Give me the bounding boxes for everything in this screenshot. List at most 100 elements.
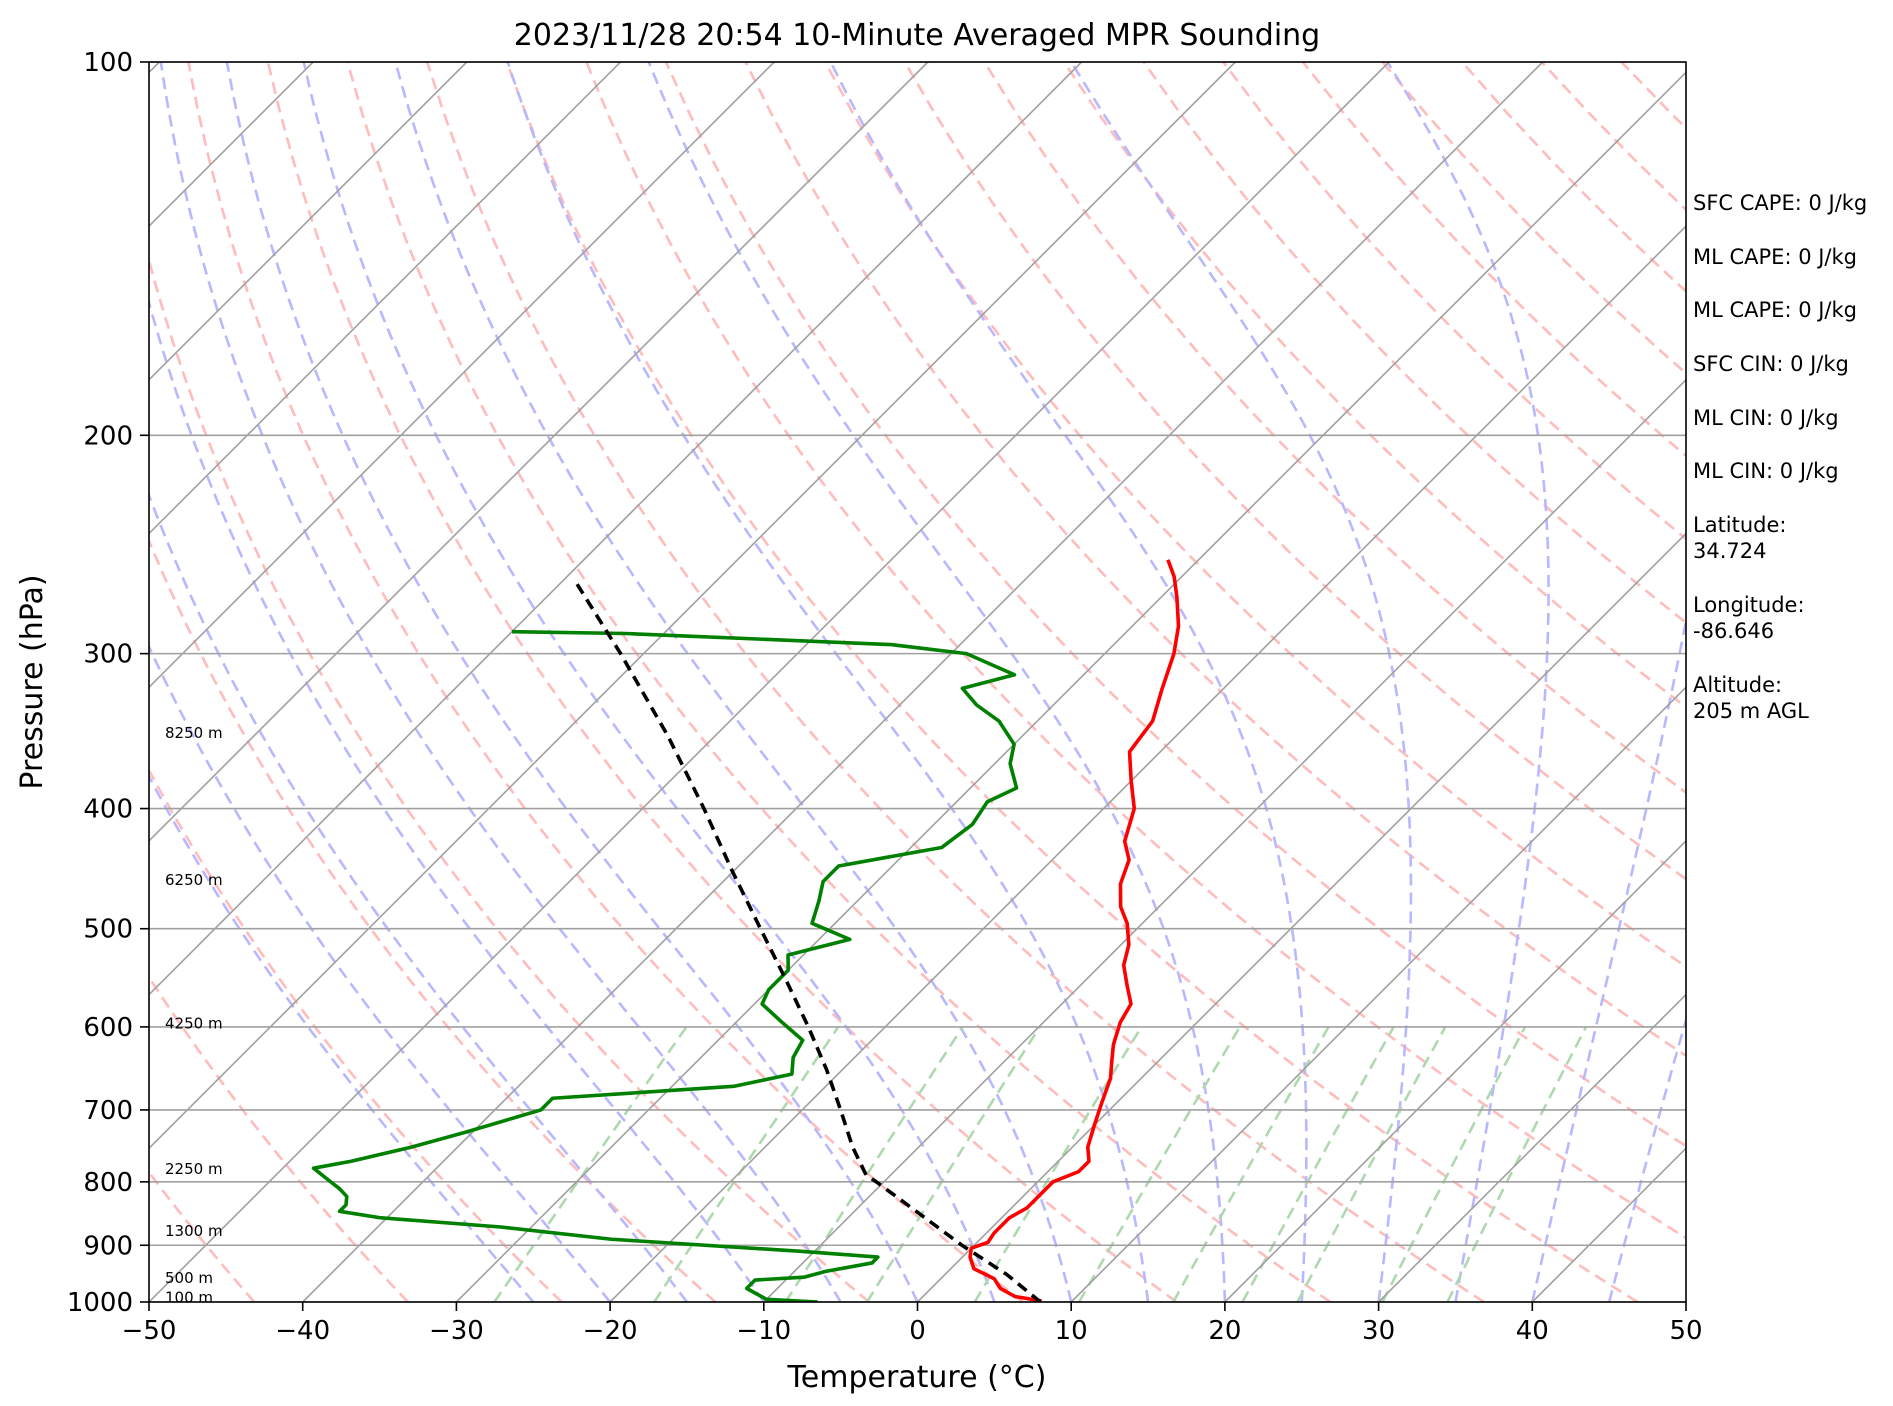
- height-label: 4250 m: [165, 1014, 223, 1032]
- x-tick-label: 0: [909, 1316, 926, 1346]
- dry-adiabat: [1142, 62, 1686, 625]
- height-label: 6250 m: [165, 871, 223, 889]
- isotherm: [1224, 839, 1686, 1302]
- x-axis-ticks: −50 −40 −30 −20 −10 0 10 20 30 40 50: [122, 1302, 1703, 1346]
- stat-item: ML CAPE: 0 J/kg: [1693, 297, 1857, 323]
- stat-text: 34.724: [1693, 539, 1767, 563]
- moist-adiabat: [149, 491, 688, 1302]
- dewpoint-line: [311, 629, 1019, 1302]
- stat-text: SFC CAPE: 0 J/kg: [1693, 191, 1868, 215]
- height-label: 100 m: [165, 1289, 213, 1307]
- isotherm: [149, 62, 1236, 1150]
- moist-adiabat: [647, 62, 1227, 1302]
- moist-adiabat: [1386, 62, 1550, 1302]
- stat-text: Longitude:: [1693, 593, 1805, 617]
- stat-text: 205 m AGL: [1693, 699, 1809, 723]
- dry-adiabat: [744, 62, 1686, 1058]
- isotherm: [763, 378, 1686, 1302]
- y-tick-label: 500: [83, 915, 133, 945]
- moist-adiabat: [1531, 614, 1686, 1302]
- moist-adiabat: [302, 62, 996, 1302]
- stat-text: ML CAPE: 0 J/kg: [1693, 245, 1858, 269]
- moist-adiabat: [149, 773, 535, 1302]
- x-tick-label: 10: [1055, 1316, 1088, 1346]
- stat-item: SFC CAPE: 0 J/kg: [1693, 190, 1867, 216]
- y-tick-label: 400: [83, 795, 133, 825]
- stat-item: ML CIN: 0 J/kg: [1693, 458, 1839, 484]
- dry-adiabat: [664, 62, 1686, 1148]
- mixing-ratio-line: [973, 1026, 1143, 1302]
- mixing-ratio-line: [493, 1026, 688, 1302]
- isotherm: [0, 62, 6, 1302]
- moist-adiabat: [1070, 62, 1413, 1302]
- isotherm: [149, 62, 622, 535]
- y-tick-label: 900: [83, 1231, 133, 1261]
- y-tick-label: 700: [83, 1096, 133, 1126]
- y-tick-label: 300: [83, 640, 133, 670]
- dry-adiabat: [585, 62, 1686, 1240]
- isotherm: [455, 71, 1686, 1302]
- y-axis-label: Pressure (hPa): [15, 574, 50, 789]
- stat-text: ML CIN: 0 J/kg: [1693, 459, 1839, 483]
- isotherm: [302, 62, 1544, 1302]
- isotherm: [1070, 686, 1686, 1302]
- isotherm: [149, 62, 929, 843]
- y-tick-label: 800: [83, 1168, 133, 1198]
- y-axis-ticks: 100 200 300 400 500 600 700 800 900 1000: [67, 48, 149, 1318]
- moist-adiabat: [149, 297, 765, 1302]
- isotherm: [149, 62, 468, 381]
- dry-adiabat: [149, 537, 717, 1302]
- dry-adiabat: [187, 62, 1024, 1302]
- profile-lines: [311, 559, 1181, 1302]
- x-tick-label: −50: [122, 1316, 177, 1346]
- dry-adiabat: [149, 255, 870, 1302]
- stat-item: SFC CIN: 0 J/kg: [1693, 351, 1849, 377]
- temperature-line: [968, 559, 1181, 1302]
- stat-text: -86.646: [1693, 619, 1775, 643]
- isotherm: [149, 62, 775, 689]
- moist-adiabat: [159, 62, 842, 1302]
- chart-title: 2023/11/28 20:54 10-Minute Averaged MPR …: [514, 18, 1320, 53]
- x-tick-label: −30: [429, 1316, 484, 1346]
- x-tick-label: −10: [736, 1316, 791, 1346]
- x-tick-label: 30: [1362, 1316, 1395, 1346]
- x-tick-label: 50: [1669, 1316, 1702, 1346]
- dry-adiabat: [149, 767, 563, 1302]
- isotherm: [149, 62, 1390, 1302]
- height-label: 1300 m: [165, 1222, 223, 1240]
- dry-adiabat: [425, 62, 1485, 1302]
- stat-item: ML CAPE: 0 J/kg: [1693, 244, 1857, 270]
- stat-item: Altitude: 205 m AGL: [1693, 672, 1809, 724]
- plot-frame: [148, 61, 1687, 1303]
- dry-adiabat: [149, 974, 409, 1302]
- stat-text: Latitude:: [1693, 513, 1787, 537]
- stat-text: Altitude:: [1693, 673, 1783, 697]
- parcel-line: [574, 581, 1042, 1302]
- isotherm: [1378, 993, 1686, 1302]
- dry-adiabat: [266, 62, 1178, 1302]
- stat-text: SFC CIN: 0 J/kg: [1693, 352, 1849, 376]
- stat-item: Latitude: 34.724: [1693, 512, 1787, 564]
- isotherm: [149, 62, 1083, 996]
- mixing-ratio-line: [865, 1026, 1041, 1302]
- height-label: 2250 m: [165, 1160, 223, 1178]
- x-tick-label: 20: [1208, 1316, 1241, 1346]
- y-tick-label: 200: [83, 421, 133, 451]
- height-label: 8250 m: [165, 724, 223, 742]
- y-tick-label: 100: [83, 48, 133, 78]
- x-tick-label: −40: [275, 1316, 330, 1346]
- dry-adiabat: [346, 62, 1331, 1302]
- dry-adiabat: [983, 62, 1686, 795]
- y-tick-label: 1000: [67, 1288, 133, 1318]
- stat-text: ML CAPE: 0 J/kg: [1693, 298, 1858, 322]
- y-tick-label: 600: [83, 1013, 133, 1043]
- x-axis-label: Temperature (°C): [787, 1360, 1047, 1395]
- isotherm: [916, 532, 1686, 1302]
- height-label: 500 m: [165, 1269, 213, 1287]
- x-tick-label: 40: [1516, 1316, 1549, 1346]
- dry-adiabat: [1062, 62, 1686, 709]
- x-tick-label: −20: [583, 1316, 638, 1346]
- height-labels: 8250 m 6250 m 4250 m 2250 m 1300 m 500 m 100 m: [165, 724, 223, 1307]
- moist-adiabat: [225, 62, 919, 1302]
- background-grid: [0, 62, 1686, 1302]
